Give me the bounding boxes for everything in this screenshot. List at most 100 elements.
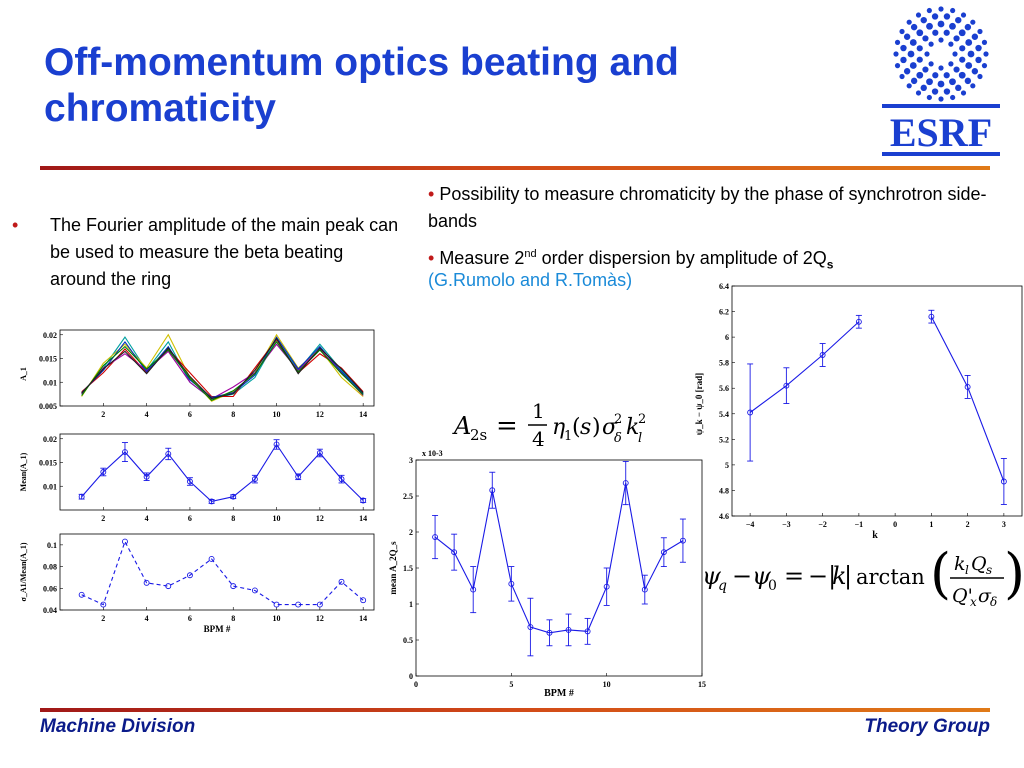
series-line: [930, 316, 1005, 482]
logo-dot: [950, 7, 956, 14]
svg-text:0: 0: [768, 578, 777, 594]
data-point: [508, 580, 515, 587]
logo-dot: [943, 29, 950, 36]
logo-dot: [959, 56, 966, 63]
data-point: [186, 572, 193, 579]
svg-text:|: |: [844, 562, 852, 591]
data-point: [100, 469, 107, 475]
svg-text:σ: σ: [978, 585, 992, 607]
svg-text:η: η: [552, 415, 565, 440]
tick-label: 14: [359, 614, 367, 623]
footer-right: Theory Group: [864, 716, 990, 737]
x-axis-label: k: [872, 530, 878, 541]
svg-text:=: =: [784, 562, 804, 590]
logo-dot: [977, 28, 983, 35]
data-point: [489, 487, 496, 494]
tick-label: 4: [145, 514, 149, 523]
logo-dot: [948, 41, 954, 47]
tick-label: 1.5: [403, 564, 413, 573]
tick-label: 6.2: [719, 308, 729, 317]
reference-link[interactable]: (G.Rumolo and R.Tomàs): [428, 270, 633, 290]
logo-dot: [926, 78, 933, 86]
svg-text:Q': Q': [952, 585, 973, 607]
equation-phase: ψ q − ψ 0 = −| k | arctan ( k l Q s Q' x…: [702, 542, 1022, 609]
tick-label: 0: [893, 520, 897, 529]
plot-frame: [59, 433, 375, 511]
chart-sigma-plot: 2 4 6 8 10 12 14 0.04 0.06 0.08 0.1 σ_A1/Mean(A_1) B…: [19, 533, 375, 634]
tick-label: 12: [316, 410, 324, 419]
svg-text:k: k: [954, 553, 966, 575]
chart-sigma-over-mean: 2 4 6 8 10 12 14 0.04 0.06 0.08 0.1 σ_A1/Mean(A_1) B…: [19, 533, 375, 634]
data-point: [338, 476, 345, 483]
tick-label: 0.02: [43, 331, 57, 340]
svg-text:Q: Q: [971, 553, 987, 575]
data-point: [360, 597, 367, 604]
tick-label: 0.015: [39, 355, 57, 364]
series-line: [81, 540, 364, 606]
plot-frame: [415, 459, 703, 677]
plot-frame: [59, 329, 375, 407]
logo-dot: [931, 13, 939, 20]
data-point: [78, 493, 85, 500]
data-point: [122, 538, 128, 545]
svg-text:1: 1: [564, 429, 572, 444]
logo-dot: [950, 94, 956, 101]
data-point: [470, 586, 477, 593]
tick-label: 6: [725, 333, 729, 342]
logo-dot: [926, 22, 933, 30]
svg-text:l: l: [965, 563, 969, 577]
svg-text:4: 4: [532, 427, 545, 451]
svg-text:δ: δ: [614, 431, 622, 446]
tick-label: 6: [188, 410, 192, 419]
data-point: [603, 583, 610, 590]
chart-phase-vs-k: −4 −3 −2 −1 0 1 2 3 4.6 4.8 5 5.2 5.4 5.6 5.8 6 6.2 6.4 ψ_…: [694, 282, 1023, 541]
chart-a1-plot: 2 4 6 8 10 12 14 0.005 0.01 0.015 0.02 A_1: [19, 329, 375, 419]
right-bullet-1: • Possibility to measure chromaticity by…: [428, 181, 988, 235]
data-point: [165, 451, 172, 457]
svg-text:(: (: [572, 415, 581, 440]
logo-dot: [928, 41, 934, 47]
svg-text:): ): [592, 415, 601, 440]
tick-label: 8: [231, 514, 235, 523]
series-line: [81, 337, 364, 400]
tick-label: 0.005: [39, 402, 57, 411]
chart-mean-a1: 2 4 6 8 10 12 14 0.01 0.015 0.02 Mean(A_1): [19, 433, 375, 523]
data-point: [143, 473, 150, 480]
logo-dot: [907, 50, 915, 58]
tick-label: 8: [231, 410, 235, 419]
tick-label: 1: [929, 520, 933, 529]
tick-label: 4.8: [719, 486, 729, 495]
logo-dot: [943, 13, 951, 20]
tick-label: 0.06: [43, 584, 57, 593]
logo-dot: [909, 39, 917, 46]
data-point: [1000, 478, 1007, 485]
tick-label: 2: [101, 410, 105, 419]
logo-dot: [910, 77, 918, 85]
series-line: [434, 482, 684, 634]
chart-mean-a2qs: 0 5 10 15 0 0.5 1 1.5 2 2.5 3 x 10-3 mean A_2Q_s BPM …: [388, 449, 706, 699]
esrf-logo: ESRF: [882, 6, 1000, 156]
tick-label: 3: [1002, 520, 1006, 529]
svg-text:): ): [1004, 542, 1022, 605]
right-bullet-1-text: Possibility to measure chromaticity by t…: [428, 184, 987, 231]
logo-dot: [910, 23, 918, 31]
logo-dot: [916, 29, 924, 37]
logo-dot: [932, 29, 939, 36]
svg-text:x: x: [970, 595, 977, 609]
data-point: [855, 318, 862, 325]
logo-dot: [952, 51, 958, 57]
tick-label: 2: [409, 528, 413, 537]
tick-label: 2: [101, 514, 105, 523]
svg-text:A: A: [452, 412, 471, 440]
logo-dot: [915, 90, 922, 96]
plot-frame: [731, 285, 1023, 517]
logo-dot: [943, 72, 950, 79]
series-line: [81, 443, 364, 503]
logo-dot: [909, 62, 917, 69]
data-point: [546, 629, 553, 636]
tick-label: 2: [101, 614, 105, 623]
tick-label: 0.1: [47, 541, 57, 550]
y-axis-label: A_1: [19, 367, 28, 381]
data-point: [230, 583, 237, 590]
logo-dot: [916, 71, 924, 79]
